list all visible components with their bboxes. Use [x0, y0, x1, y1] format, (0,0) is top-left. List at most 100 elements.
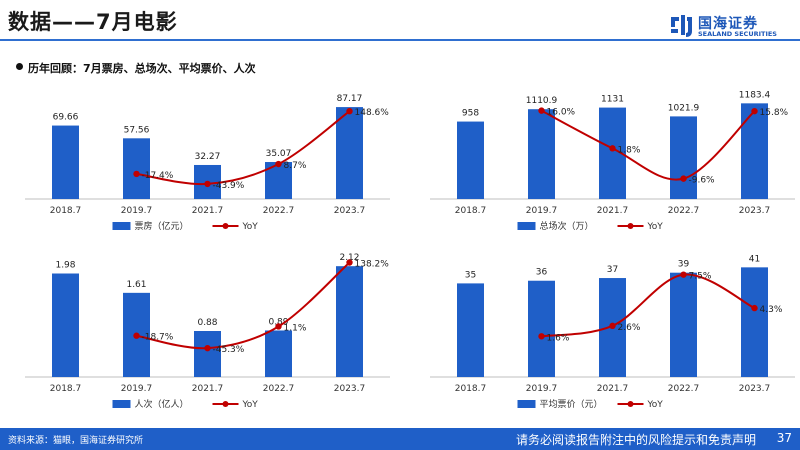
bar — [528, 280, 555, 377]
brand-logo: 国海证券 SEALAND SECURITIES — [668, 13, 798, 41]
x-tick-label: 2023.7 — [334, 206, 366, 216]
subtitle-bullet — [16, 63, 23, 70]
bar-value-label: 1110.9 — [526, 96, 558, 106]
yoy-line — [136, 110, 351, 186]
bar-value-label: 69.66 — [53, 113, 79, 123]
x-tick-label: 2021.7 — [192, 384, 224, 394]
bar-value-label: 35 — [465, 270, 476, 280]
legend-bar-swatch — [517, 222, 536, 230]
yoy-value-label: 16.0% — [547, 108, 576, 118]
yoy-point — [133, 332, 140, 339]
footer-disclaimer: 请务必阅读报告附注中的风险提示和免责声明 — [515, 433, 756, 447]
yoy-point — [751, 107, 758, 115]
x-tick-label: 2022.7 — [668, 384, 700, 394]
yoy-point — [680, 271, 687, 278]
legend-line-label: YoY — [647, 222, 664, 232]
x-tick-label: 2018.7 — [455, 206, 487, 216]
yoy-value-label: 4.3% — [760, 305, 783, 315]
yoy-point — [346, 107, 353, 115]
legend: 总场次（万） YoY — [517, 220, 664, 232]
bar-value-label: 2.12 — [339, 253, 359, 263]
legend-bar-swatch — [112, 400, 131, 408]
x-tick-label: 2019.7 — [526, 206, 558, 216]
legend-bar-swatch — [517, 400, 536, 408]
chart-avg-price: 35 2018.7 36 2019.7 37 2021.7 39 2022.7 41 2023.7… — [430, 254, 795, 410]
bar — [457, 121, 484, 199]
bar-value-label: 87.17 — [337, 94, 363, 104]
bar — [265, 330, 292, 377]
legend-line-marker — [627, 223, 634, 229]
legend: 人次（亿人） YoY — [112, 398, 259, 410]
legend-bar-label: 总场次（万） — [540, 220, 594, 232]
x-tick-label: 2022.7 — [668, 206, 700, 216]
legend-bar-label: 票房（亿元） — [135, 220, 189, 232]
bar-value-label: 1131 — [601, 95, 624, 105]
bar — [336, 266, 363, 377]
yoy-value-label: 1.1% — [284, 323, 307, 333]
bar — [123, 138, 150, 199]
legend: 平均票价（元） YoY — [517, 398, 664, 410]
legend-bar-swatch — [112, 222, 131, 230]
yoy-point — [275, 160, 282, 168]
yoy-point — [538, 107, 545, 114]
logo-name-cn: 国海证券 — [698, 16, 758, 32]
x-tick-label: 2021.7 — [192, 206, 224, 216]
legend-line-marker — [222, 223, 229, 229]
yoy-point — [538, 333, 545, 340]
x-tick-label: 2019.7 — [121, 384, 153, 394]
bar — [336, 107, 363, 199]
bar — [670, 116, 697, 199]
x-tick-label: 2019.7 — [121, 206, 153, 216]
legend-line-marker — [627, 401, 634, 407]
yoy-point — [204, 344, 211, 352]
x-tick-label: 2021.7 — [597, 384, 629, 394]
legend-bar-label: 平均票价（元） — [540, 398, 603, 410]
x-tick-label: 2018.7 — [455, 384, 487, 394]
x-tick-label: 2023.7 — [739, 384, 771, 394]
footer-source: 资料来源：猫眼，国海证券研究所 — [8, 436, 144, 446]
legend-line-label: YoY — [647, 400, 664, 410]
yoy-value-label: 7.5% — [689, 272, 712, 282]
yoy-value-label: 1.6% — [547, 333, 570, 343]
yoy-point — [133, 170, 140, 178]
x-tick-label: 2021.7 — [597, 206, 629, 216]
chart-admissions: 1.98 2018.7 1.61 2019.7 0.88 2021.7 0.89 2022.7… — [25, 253, 390, 410]
x-tick-label: 2023.7 — [334, 384, 366, 394]
bar-value-label: 1021.9 — [668, 103, 700, 113]
bar-value-label: 39 — [678, 260, 690, 270]
yoy-point — [609, 145, 616, 152]
yoy-point — [609, 322, 616, 330]
yoy-value-label: -17.4% — [142, 171, 174, 181]
yoy-point — [204, 180, 211, 188]
page-title: 数据——7月电影 — [8, 10, 178, 34]
yoy-value-label: 1.8% — [618, 145, 641, 155]
bar-value-label: 57.56 — [124, 125, 150, 135]
yoy-value-label: -18.7% — [142, 333, 174, 343]
bar-value-label: 37 — [607, 265, 618, 275]
yoy-value-label: 15.8% — [760, 108, 789, 118]
bar — [52, 273, 79, 377]
bar — [670, 272, 697, 377]
bar — [528, 109, 555, 199]
logo-mark-icon — [671, 15, 692, 37]
bar — [52, 125, 79, 199]
yoy-line — [136, 261, 351, 350]
chart-screenings: 958 2018.7 1110.9 2019.7 1131 2021.7 1021.9 202… — [430, 90, 795, 232]
bar-value-label: 0.89 — [268, 317, 288, 327]
yoy-point — [275, 323, 282, 330]
yoy-point — [751, 304, 758, 312]
x-tick-label: 2022.7 — [263, 206, 295, 216]
yoy-point — [680, 175, 687, 182]
bar-value-label: 32.27 — [195, 152, 221, 162]
chart-box-office: 69.66 2018.7 57.56 2019.7 32.27 2021.7 35.07 20… — [25, 94, 390, 232]
x-tick-label: 2023.7 — [739, 206, 771, 216]
yoy-line — [541, 273, 755, 338]
legend-line-marker — [222, 401, 229, 407]
bar-value-label: 958 — [462, 109, 479, 119]
yoy-point — [346, 259, 353, 266]
footer-bar: 资料来源：猫眼，国海证券研究所 请务必阅读报告附注中的风险提示和免责声明 37 — [0, 428, 800, 450]
legend-line-label: YoY — [242, 400, 259, 410]
legend: 票房（亿元） YoY — [112, 220, 258, 232]
legend-bar-label: 人次（亿人） — [135, 398, 189, 410]
section-subtitle: 历年回顾：7月票房、总场次、平均票价、人次 — [28, 62, 256, 75]
